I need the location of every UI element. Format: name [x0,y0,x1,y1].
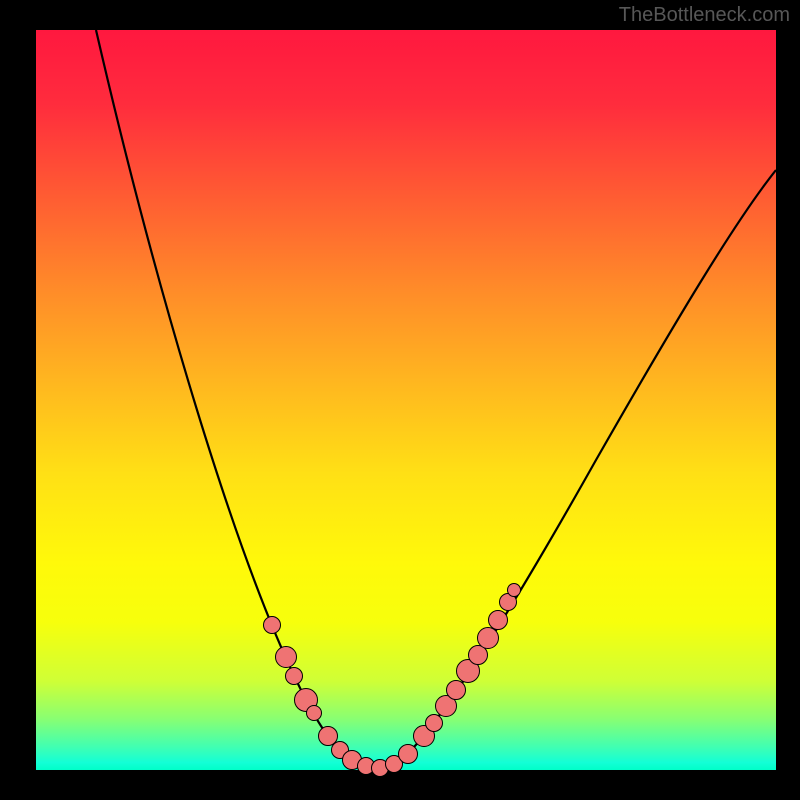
data-marker [306,705,322,721]
data-marker [446,680,466,700]
data-marker [477,627,499,649]
left-curve [96,30,352,760]
data-marker [507,583,521,597]
data-marker [398,744,418,764]
data-marker [263,616,281,634]
data-marker [425,714,443,732]
data-marker [285,667,303,685]
data-marker [488,610,508,630]
plot-area [36,30,776,770]
watermark-text: TheBottleneck.com [619,4,790,27]
curve-layer [36,30,776,770]
data-marker [275,646,297,668]
